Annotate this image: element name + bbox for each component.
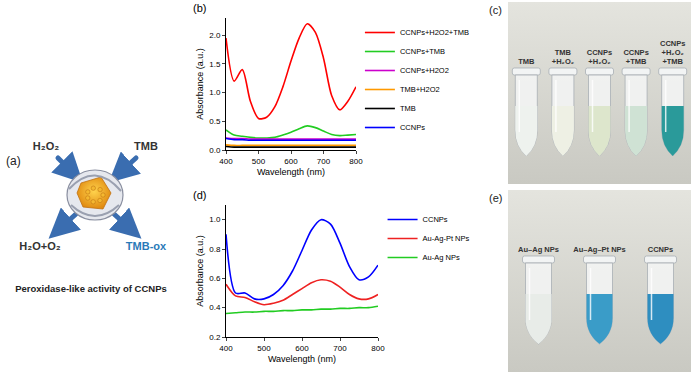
svg-text:CCNPs+TMB: CCNPs+TMB — [400, 47, 445, 56]
svg-text:800: 800 — [349, 157, 363, 166]
svg-text:400: 400 — [219, 157, 233, 166]
svg-text:H₂O+O₂: H₂O+O₂ — [19, 240, 60, 252]
svg-text:(e): (e) — [489, 192, 502, 204]
svg-text:400: 400 — [219, 344, 233, 353]
svg-text:Absorbance (a.u.): Absorbance (a.u.) — [195, 235, 205, 307]
svg-text:TMB+H2O2: TMB+H2O2 — [400, 85, 440, 94]
svg-text:CCNPs+H2O2+TMB: CCNPs+H2O2+TMB — [400, 28, 469, 37]
svg-text:Au–Ag–Pt NPs: Au–Ag–Pt NPs — [573, 245, 626, 254]
svg-text:600: 600 — [295, 344, 309, 353]
svg-text:Peroxidase-like activity of CC: Peroxidase-like activity of CCNPs — [15, 283, 167, 294]
svg-text:CCNPs+H₂O₂+TMB: CCNPs+H₂O₂+TMB — [660, 39, 685, 66]
svg-text:Wavelength (nm): Wavelength (nm) — [257, 167, 325, 177]
svg-text:Wavelength (nm): Wavelength (nm) — [268, 354, 336, 364]
svg-text:600: 600 — [284, 157, 298, 166]
svg-text:Absorbance (a.u.): Absorbance (a.u.) — [195, 48, 205, 120]
svg-text:(a): (a) — [6, 154, 21, 168]
svg-text:500: 500 — [252, 157, 266, 166]
svg-text:0.6: 0.6 — [209, 274, 221, 283]
svg-text:TMB: TMB — [400, 104, 416, 113]
svg-text:CCNPs: CCNPs — [423, 215, 448, 224]
svg-text:CCNPs: CCNPs — [648, 245, 673, 254]
svg-text:0.2: 0.2 — [209, 333, 221, 342]
svg-text:(c): (c) — [489, 4, 502, 16]
svg-text:CCNPs: CCNPs — [400, 123, 425, 132]
svg-text:H₂O₂: H₂O₂ — [33, 140, 59, 152]
svg-text:500: 500 — [257, 344, 271, 353]
svg-text:CCNPs+TMB: CCNPs+TMB — [623, 48, 648, 66]
svg-text:0.5: 0.5 — [209, 117, 221, 126]
svg-text:0.4: 0.4 — [209, 303, 221, 312]
svg-text:800: 800 — [371, 344, 385, 353]
svg-text:0.0: 0.0 — [209, 146, 221, 155]
svg-text:Au-Ag-Pt NPs: Au-Ag-Pt NPs — [423, 234, 470, 243]
svg-text:TMB+H₂O₂: TMB+H₂O₂ — [552, 48, 574, 66]
svg-text:Au–Ag NPs: Au–Ag NPs — [518, 245, 559, 254]
svg-text:CCNPs+H₂O₂: CCNPs+H₂O₂ — [587, 48, 612, 66]
svg-text:(d): (d) — [193, 189, 206, 201]
svg-text:(b): (b) — [193, 2, 206, 14]
svg-text:2.0: 2.0 — [209, 31, 221, 40]
svg-text:Au-Ag NPs: Au-Ag NPs — [423, 253, 460, 262]
svg-text:TMB: TMB — [134, 140, 158, 152]
svg-text:1.5: 1.5 — [209, 60, 221, 69]
svg-text:700: 700 — [333, 344, 347, 353]
svg-text:TMB-ox: TMB-ox — [126, 240, 167, 252]
svg-text:700: 700 — [317, 157, 331, 166]
svg-text:CCNPs+H2O2: CCNPs+H2O2 — [400, 66, 449, 75]
svg-text:1.0: 1.0 — [209, 88, 221, 97]
svg-text:1.0: 1.0 — [209, 215, 221, 224]
svg-text:TMB: TMB — [518, 57, 535, 66]
svg-text:0.8: 0.8 — [209, 245, 221, 254]
